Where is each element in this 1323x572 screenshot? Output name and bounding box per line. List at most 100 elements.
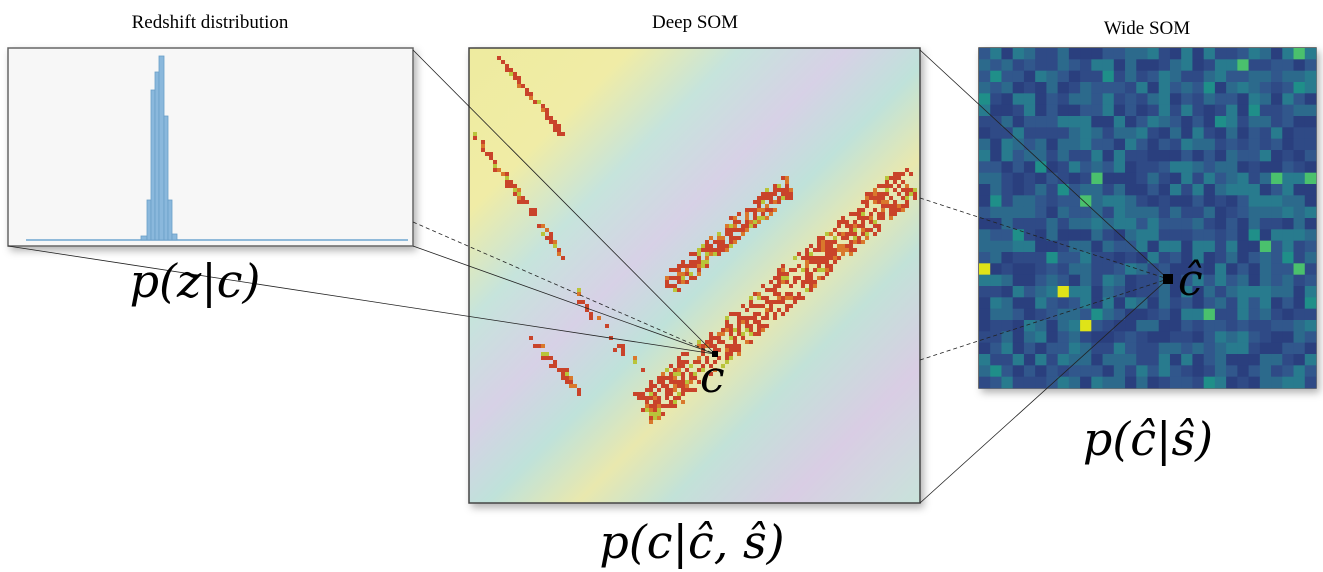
cell — [885, 200, 889, 204]
cell — [781, 192, 785, 196]
cell — [737, 220, 741, 224]
cell — [1169, 376, 1182, 389]
cell — [990, 161, 1002, 173]
cell — [1203, 365, 1216, 377]
cell — [649, 420, 653, 424]
cell — [1192, 59, 1204, 71]
cell — [761, 316, 765, 320]
cell — [979, 70, 991, 83]
cell — [1226, 195, 1238, 207]
cell — [1068, 218, 1081, 230]
cell — [1214, 365, 1227, 377]
cell — [769, 300, 773, 304]
cell — [845, 232, 849, 236]
cell — [1147, 331, 1160, 343]
cell — [1304, 116, 1317, 128]
cell — [653, 408, 657, 412]
cell — [1214, 331, 1227, 343]
cell — [1012, 320, 1025, 332]
cell — [1304, 161, 1317, 173]
cell — [641, 396, 645, 400]
panel-title: Wide SOM — [1104, 18, 1190, 39]
cell — [1102, 59, 1115, 71]
cell — [893, 208, 897, 212]
wide-cell-label: ĉ — [1178, 255, 1203, 306]
cell — [669, 388, 673, 392]
cell — [669, 392, 673, 396]
cell — [1012, 286, 1025, 298]
cell — [897, 172, 901, 176]
cell — [765, 188, 769, 192]
cell — [1169, 218, 1182, 230]
cell — [1259, 48, 1272, 60]
cell — [1068, 297, 1081, 309]
cell — [729, 356, 733, 360]
cell — [893, 204, 897, 208]
cell — [1248, 331, 1261, 343]
cell — [1158, 93, 1171, 105]
cell — [1147, 116, 1160, 128]
cell — [721, 244, 725, 248]
cell — [1102, 376, 1115, 389]
cell — [979, 206, 991, 219]
cell — [781, 300, 785, 304]
cell — [553, 240, 557, 244]
cell — [905, 188, 909, 192]
cell — [665, 388, 669, 392]
cell — [1012, 82, 1025, 94]
deep-cell-marker — [712, 351, 718, 357]
cell — [1237, 127, 1249, 139]
cell — [713, 344, 717, 348]
cell — [549, 232, 553, 236]
cell — [877, 224, 881, 228]
cell — [1035, 297, 1047, 309]
cell — [709, 340, 713, 344]
cell — [877, 184, 881, 188]
cell — [1147, 365, 1160, 377]
cell — [1057, 161, 1070, 173]
cell — [1113, 48, 1126, 60]
cell — [1125, 206, 1137, 219]
cell — [825, 248, 829, 252]
cell — [1237, 331, 1249, 343]
cell — [1282, 116, 1294, 128]
cell — [1057, 218, 1070, 230]
cell — [1057, 286, 1070, 298]
cell — [817, 244, 821, 248]
cell — [717, 340, 721, 344]
cell — [1001, 331, 1013, 343]
cell — [1023, 48, 1036, 60]
cell — [990, 195, 1002, 207]
cell — [1091, 376, 1103, 389]
cell — [990, 320, 1002, 332]
cell — [1068, 320, 1081, 332]
cell — [1080, 229, 1092, 241]
cell — [797, 296, 801, 300]
cell — [1282, 184, 1294, 196]
cell — [901, 180, 905, 184]
cell — [1293, 59, 1306, 71]
cell — [1169, 127, 1182, 139]
cell — [1035, 150, 1047, 162]
wide-cell-marker — [1163, 274, 1173, 284]
cell — [1169, 263, 1182, 275]
cell — [1080, 93, 1092, 105]
cell — [1001, 82, 1013, 94]
cell — [777, 272, 781, 276]
cell — [1214, 342, 1227, 355]
cell — [1192, 218, 1204, 230]
cell — [805, 280, 809, 284]
cell — [521, 200, 525, 204]
cell — [1035, 240, 1047, 253]
cell — [1068, 308, 1081, 321]
cell — [1203, 82, 1216, 94]
cell — [1226, 104, 1238, 117]
cell — [1091, 308, 1103, 321]
cell — [1237, 184, 1249, 196]
cell — [821, 236, 825, 240]
cell — [669, 376, 673, 380]
cell — [1203, 218, 1216, 230]
cell — [889, 212, 893, 216]
cell — [773, 276, 777, 280]
cell — [1147, 70, 1160, 83]
